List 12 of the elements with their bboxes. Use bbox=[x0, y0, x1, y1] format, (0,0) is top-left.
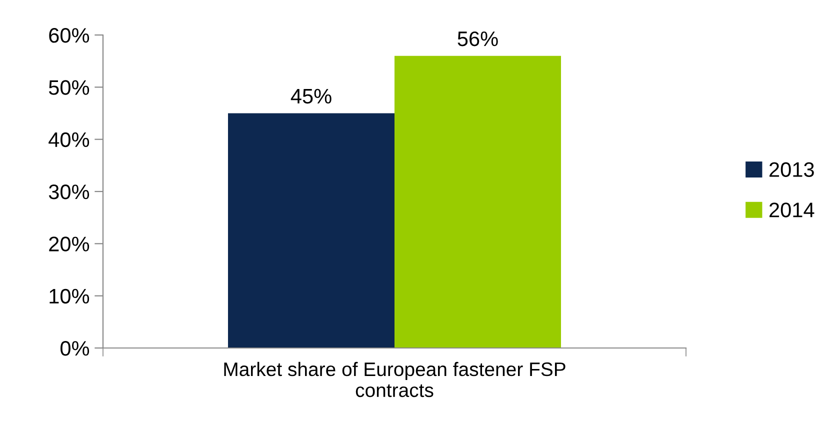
y-tick-label: 20% bbox=[49, 236, 90, 252]
data-label: 45% bbox=[290, 88, 332, 104]
x-tick-label: Market share of European fastener FSP contracts bbox=[224, 362, 566, 398]
y-tick-label: 0% bbox=[60, 341, 90, 356]
legend-label: 2013 bbox=[770, 162, 814, 177]
y-tick-label: 60% bbox=[49, 28, 90, 43]
y-tick-label: 30% bbox=[48, 184, 90, 200]
y-tick-label: 40% bbox=[48, 132, 90, 148]
y-tick-label: 10% bbox=[50, 288, 90, 304]
legend-label: 2014 bbox=[770, 202, 814, 218]
data-label: 56% bbox=[458, 31, 498, 46]
y-tick-label: 50% bbox=[48, 80, 90, 95]
